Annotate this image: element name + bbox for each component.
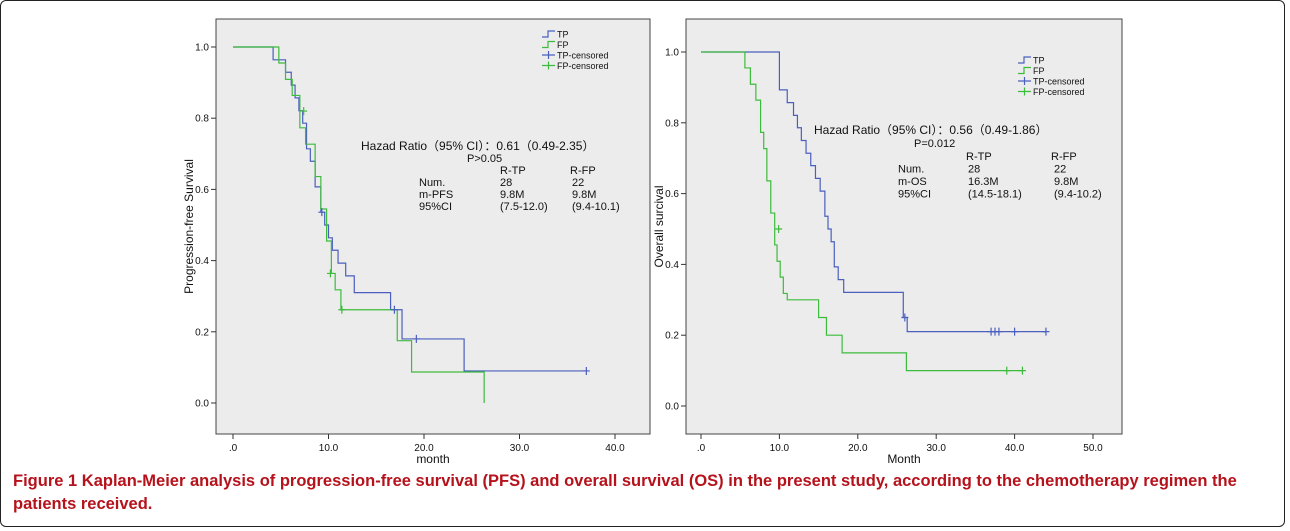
y-tick-label: 1.0: [195, 43, 209, 54]
stats-row-label: Num.: [898, 164, 924, 176]
stats-value-rtp: (14.5-18.1): [968, 189, 1022, 201]
censor-mark-fp-censored: [300, 107, 308, 116]
col-header-rfp: R-FP: [570, 165, 596, 177]
y-tick-label: 0.6: [665, 189, 679, 200]
stats-row-label: m-PFS: [419, 189, 453, 201]
legend-item-label: FP: [557, 40, 569, 50]
censor-mark-fp-censored: [1003, 366, 1011, 375]
stats-value-rtp: 16.3M: [968, 176, 999, 188]
series-fp-line: [701, 51, 1023, 372]
y-tick-label: 0.4: [665, 260, 679, 271]
legend-item-label: TP: [1033, 56, 1045, 66]
col-header-rtp: R-TP: [966, 151, 992, 163]
p-value-text: P=0.012: [914, 138, 955, 150]
y-tick-label: 0.6: [195, 185, 209, 196]
stats-value-rfp: 22: [1054, 164, 1066, 176]
y-tick-label: 0.2: [665, 331, 679, 342]
legend-item-label: FP-censored: [557, 61, 609, 71]
figure-caption: Figure 1 Kaplan-Meier analysis of progre…: [13, 470, 1278, 516]
censor-mark-tp-censored: [901, 313, 909, 322]
legend-item-label: TP: [557, 30, 569, 40]
censor-mark-tp-censored: [995, 327, 1003, 336]
pfs-chart: 0.0 0.2 0.4 0.6 0.8 1.0 .0 10.0 20.0 30.0 40.0 mont…: [182, 18, 651, 466]
x-tick-label: 40.0: [605, 443, 625, 454]
censor-mark-tp-censored: [1042, 327, 1050, 336]
stats-value-rfp: (9.4-10.1): [572, 201, 620, 213]
stats-value-rtp: 28: [500, 177, 512, 189]
y-tick-label: 0.0: [195, 399, 209, 410]
legend-swatch: [1018, 77, 1031, 85]
x-axis-label: month: [416, 452, 449, 466]
stats-value-rtp: 28: [968, 164, 980, 176]
stats-row-label: Num.: [419, 177, 445, 189]
censor-mark-fp-censored: [338, 305, 346, 314]
x-tick-label: 20.0: [848, 443, 868, 454]
legend-swatch: [542, 51, 555, 59]
plot-area: [685, 18, 1123, 435]
caption-text: Kaplan-Meier analysis of progression-fre…: [13, 472, 1237, 513]
y-axis-label: Overall surcival: [652, 185, 666, 267]
legend-swatch: [1018, 87, 1031, 96]
legend-swatch: [1018, 66, 1031, 75]
x-tick-label: .0: [697, 443, 706, 454]
hazard-ratio-text: Hazad Ratio（95% CI）：0.56（0.49-1.86）: [814, 123, 1047, 137]
stats-value-rtp: 9.8M: [500, 189, 524, 201]
x-tick-label: 40.0: [1005, 443, 1025, 454]
legend-item-label: TP-censored: [1033, 77, 1085, 87]
series-tp-line: [701, 51, 1046, 333]
x-tick-label: 50.0: [1083, 443, 1103, 454]
legend-swatch: [1018, 56, 1031, 64]
y-tick-label: 0.0: [665, 402, 679, 413]
y-tick-label: 1.0: [665, 48, 679, 59]
stats-row-label: 95%CI: [898, 189, 931, 201]
x-tick-label: 20.0: [414, 443, 434, 454]
x-tick-label: 30.0: [510, 443, 530, 454]
stats-value-rtp: (7.5-12.0): [500, 201, 548, 213]
y-tick-label: 0.8: [665, 118, 679, 129]
censor-mark-tp-censored: [318, 208, 326, 217]
hazard-ratio-text: Hazad Ratio（95% CI）：0.61（0.49-2.35）: [361, 139, 594, 153]
legend-item-label: TP-censored: [557, 51, 609, 61]
plot-area: [215, 18, 651, 435]
censor-mark-tp-censored: [1011, 327, 1019, 336]
censor-mark-tp-censored: [412, 334, 420, 343]
censor-mark-fp-censored: [775, 225, 783, 233]
stats-value-rfp: (9.4-10.2): [1054, 189, 1102, 201]
kaplan-meier-figure: 0.0 0.2 0.4 0.6 0.8 1.0 .0 10.0 20.0 30.0 40.0 mont…: [182, 18, 1123, 466]
legend-item-label: FP: [1033, 66, 1045, 76]
col-header-rfp: R-FP: [1051, 151, 1077, 163]
p-value-text: P>0.05: [467, 153, 502, 165]
y-axis-label: Progression-free Survival: [182, 159, 196, 294]
x-tick-label: 10.0: [770, 443, 790, 454]
stats-value-rfp: 22: [572, 177, 584, 189]
legend-swatch: [542, 30, 555, 38]
x-axis-label: Month: [887, 452, 920, 466]
x-tick-label: 10.0: [319, 443, 339, 454]
x-tick-label: 30.0: [926, 443, 946, 454]
stats-row-label: 95%CI: [419, 201, 452, 213]
caption-label: Figure 1: [13, 472, 78, 490]
censor-mark-fp-censored: [1018, 366, 1026, 375]
os-chart: 0.0 0.2 0.4 0.6 0.8 1.0 .0 10.0 20.0 30.0 40.0 50.0…: [652, 18, 1123, 466]
stats-value-rfp: 9.8M: [1054, 176, 1078, 188]
censor-mark-tp-censored: [390, 305, 398, 314]
censor-mark-tp-censored: [582, 366, 590, 375]
legend-swatch: [542, 61, 555, 70]
y-tick-label: 0.4: [195, 256, 209, 267]
legend-item-label: FP-censored: [1033, 87, 1085, 97]
stats-value-rfp: 9.8M: [572, 189, 596, 201]
y-tick-label: 0.8: [195, 114, 209, 125]
col-header-rtp: R-TP: [500, 165, 526, 177]
y-tick-label: 0.2: [195, 327, 209, 338]
x-tick-label: .0: [229, 443, 238, 454]
censor-mark-fp-censored: [326, 269, 334, 278]
legend-swatch: [542, 40, 555, 49]
series-fp-line: [233, 46, 485, 403]
stats-row-label: m-OS: [898, 176, 927, 188]
